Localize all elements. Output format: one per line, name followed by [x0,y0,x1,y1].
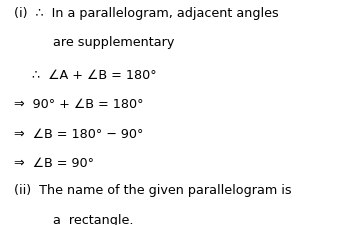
Text: ⇒  90° + ∠B = 180°: ⇒ 90° + ∠B = 180° [14,98,143,111]
Text: (ii)  The name of the given parallelogram is: (ii) The name of the given parallelogram… [14,183,291,196]
Text: ⇒  ∠B = 90°: ⇒ ∠B = 90° [14,156,94,169]
Text: are supplementary: are supplementary [53,36,174,49]
Text: ⇒  ∠B = 180° − 90°: ⇒ ∠B = 180° − 90° [14,127,143,140]
Text: ∴  ∠A + ∠B = 180°: ∴ ∠A + ∠B = 180° [32,69,157,82]
Text: (i)  ∴  In a parallelogram, adjacent angles: (i) ∴ In a parallelogram, adjacent angle… [14,7,278,20]
Text: a  rectangle.: a rectangle. [53,213,133,225]
